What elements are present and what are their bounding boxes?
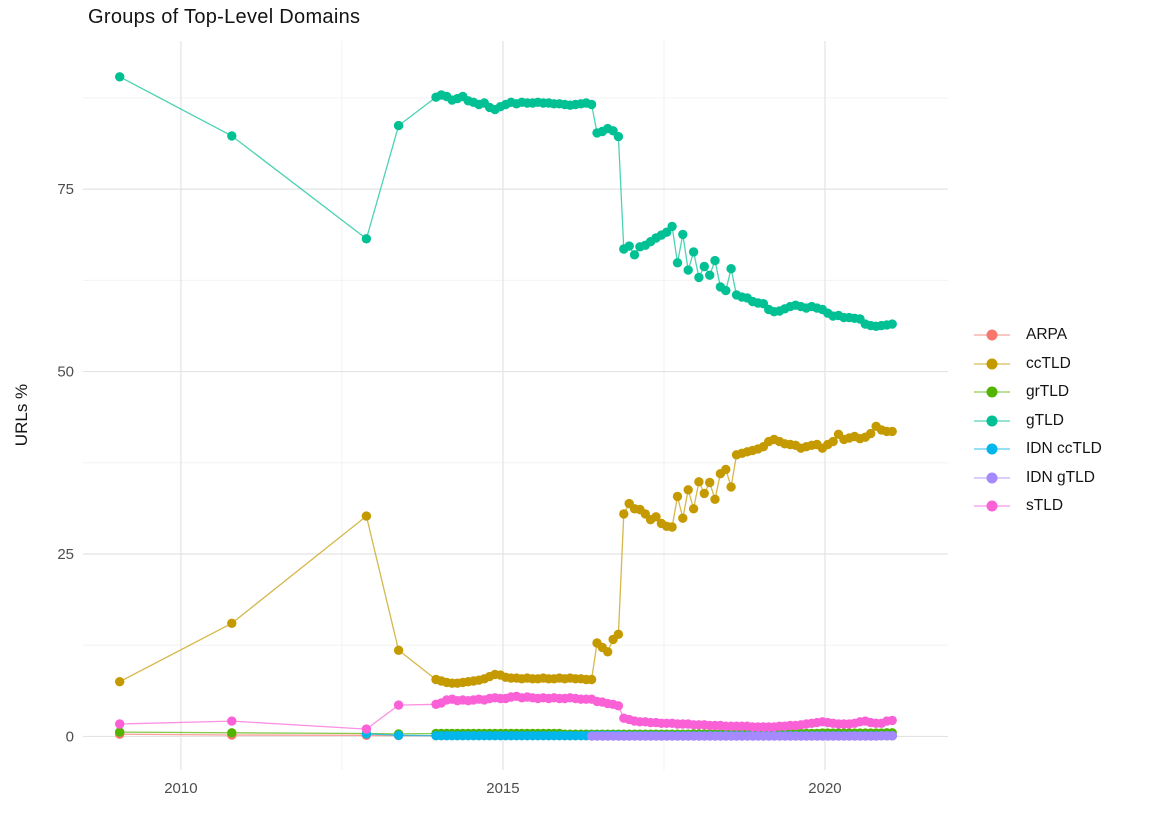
data-point-gtld	[705, 270, 715, 280]
legend-item-idn-gtld: IDN gTLD	[974, 464, 1102, 493]
data-point-gtld	[699, 261, 709, 272]
y-tick-label: 75	[57, 181, 74, 198]
data-point-cctld	[887, 426, 897, 437]
legend-label: ARPA	[1026, 326, 1068, 344]
data-point-stld	[887, 715, 897, 726]
data-point-gtld	[710, 255, 720, 266]
data-point-cctld	[828, 436, 838, 447]
legend: ARPA ccTLD grTLD gTLD IDN ccTLD IDN gTLD sTLD	[974, 321, 1102, 521]
data-point-cctld	[710, 494, 720, 504]
data-point-gtld	[393, 120, 404, 131]
data-point-cctld	[667, 522, 677, 532]
legend-item-idn-cctld: IDN ccTLD	[974, 435, 1102, 464]
data-point-cctld	[672, 491, 683, 502]
data-point-cctld	[603, 647, 613, 657]
y-axis-label: URLs %	[12, 383, 31, 447]
data-point-cctld	[705, 477, 715, 488]
legend-swatch-icon	[974, 386, 1010, 398]
data-point-stld	[115, 719, 125, 729]
legend-swatch-icon	[974, 500, 1010, 512]
data-point-stld	[227, 716, 237, 726]
data-point-cctld	[694, 477, 704, 487]
data-point-gtld	[361, 234, 372, 244]
legend-label: gTLD	[1026, 411, 1064, 429]
data-point-gtld	[624, 241, 634, 251]
x-tick-label: 2010	[164, 780, 197, 797]
legend-label: grTLD	[1026, 383, 1070, 401]
legend-item-cctld: ccTLD	[974, 350, 1102, 379]
data-point-stld	[393, 700, 404, 710]
data-point-gtld	[678, 229, 688, 240]
data-point-cctld	[115, 677, 125, 687]
data-point-cctld	[586, 674, 597, 685]
data-point-cctld	[866, 428, 876, 439]
data-point-gtld	[721, 285, 731, 296]
data-point-cctld	[393, 645, 404, 655]
data-point-gtld	[672, 258, 683, 268]
x-tick-label: 2020	[808, 780, 841, 797]
legend-item-grtld: grTLD	[974, 378, 1102, 407]
y-tick-label: 0	[66, 728, 74, 745]
data-point-cctld	[721, 464, 731, 475]
data-point-cctld	[613, 629, 624, 639]
data-point-cctld	[361, 511, 372, 521]
data-point-stld	[613, 701, 624, 711]
legend-swatch-icon	[974, 358, 1010, 370]
data-point-cctld	[683, 485, 693, 495]
data-point-gtld	[227, 131, 237, 141]
legend-item-stld: sTLD	[974, 492, 1102, 521]
data-point-gtld	[683, 265, 693, 275]
data-point-grtld	[227, 728, 237, 738]
legend-swatch-icon	[974, 472, 1010, 484]
data-point-gtld	[115, 72, 125, 82]
data-point-cctld	[726, 482, 736, 492]
chart-title: Groups of Top-Level Domains	[88, 6, 361, 28]
y-tick-label: 50	[57, 364, 74, 381]
data-point-cctld	[699, 488, 709, 499]
data-point-cctld	[678, 513, 688, 523]
series-line-gtld	[119, 76, 893, 327]
x-tick-label: 2015	[486, 780, 519, 797]
data-point-cctld	[688, 504, 699, 514]
data-point-gtld	[586, 99, 597, 110]
data-point-idn-cctld	[393, 730, 404, 740]
data-point-gtld	[688, 247, 699, 257]
data-point-gtld	[726, 264, 736, 274]
legend-label: IDN gTLD	[1026, 468, 1095, 486]
data-point-cctld	[651, 512, 661, 522]
data-point-cctld	[619, 509, 629, 519]
data-point-gtld	[629, 250, 640, 260]
data-point-stld	[361, 724, 372, 734]
legend-item-arpa: ARPA	[974, 321, 1102, 350]
legend-label: IDN ccTLD	[1026, 440, 1102, 458]
legend-swatch-icon	[974, 415, 1010, 427]
data-point-gtld	[613, 131, 624, 142]
data-point-gtld	[887, 319, 897, 329]
y-tick-label: 25	[57, 546, 74, 563]
data-point-gtld	[694, 272, 704, 283]
data-point-grtld	[115, 727, 125, 737]
legend-item-gtld: gTLD	[974, 407, 1102, 436]
legend-label: ccTLD	[1026, 354, 1071, 372]
series-line-cctld	[119, 425, 893, 684]
data-point-cctld	[227, 618, 237, 628]
legend-swatch-icon	[974, 329, 1010, 341]
legend-label: sTLD	[1026, 497, 1064, 515]
data-point-gtld	[667, 221, 677, 232]
legend-swatch-icon	[974, 443, 1010, 455]
data-point-idn-gtld	[887, 731, 898, 741]
